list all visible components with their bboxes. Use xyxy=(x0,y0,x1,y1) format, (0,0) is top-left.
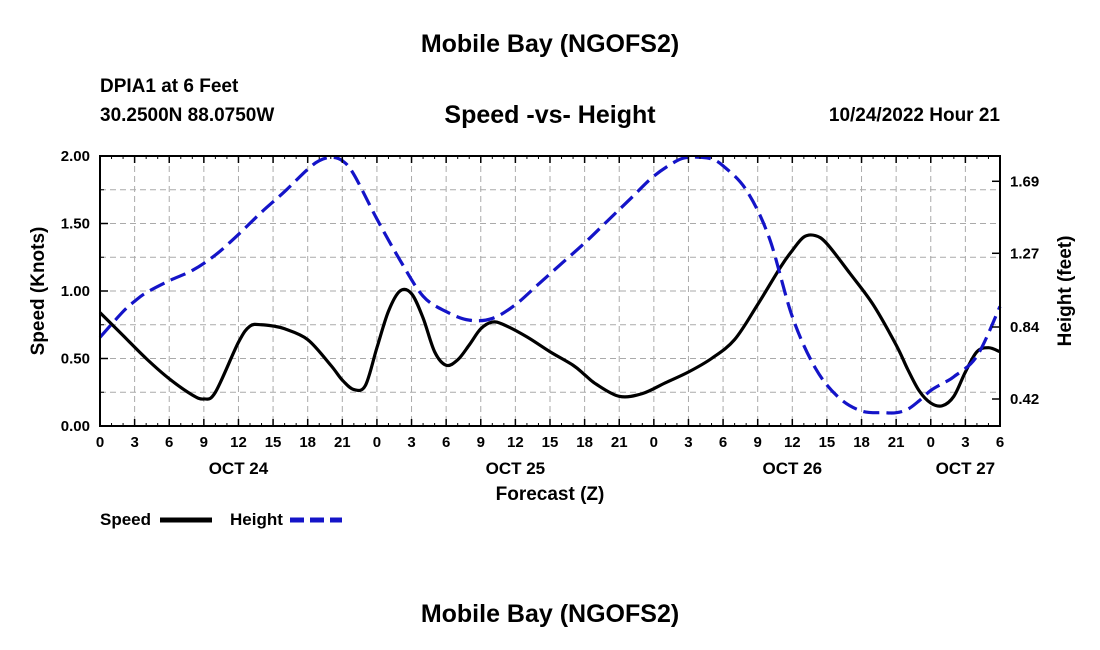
footer-title: Mobile Bay (NGOFS2) xyxy=(420,600,680,628)
legend: Speed Height xyxy=(100,510,342,529)
y-axis-left-label: Speed (Knots) xyxy=(28,227,49,356)
x-tick-label: 6 xyxy=(996,434,1004,451)
y-left-tick-label: 1.50 xyxy=(61,216,90,233)
x-tick-label: 6 xyxy=(719,434,727,451)
x-tick-label: 3 xyxy=(961,434,969,451)
axis-layer: 0 3 6 9 12 15 18 21 0 3 6 9 12 15 18 21 0 3 6 9 12 15 18 21 0 3 6O… xyxy=(61,148,1040,478)
x-tick-label: 12 xyxy=(507,434,524,451)
x-tick-label: 3 xyxy=(684,434,692,451)
y-right-tick-label: 1.27 xyxy=(1010,245,1039,262)
x-tick-label: 15 xyxy=(265,434,282,451)
x-axis-label: Forecast (Z) xyxy=(496,484,605,505)
x-tick-label: 9 xyxy=(477,434,485,451)
y-left-tick-label: 0.50 xyxy=(61,351,90,368)
chart-main-title: Mobile Bay (NGOFS2) xyxy=(420,30,680,58)
series-line-height xyxy=(98,155,1002,415)
y-right-tick-label: 0.42 xyxy=(1010,391,1039,408)
series-line-speed xyxy=(98,233,1001,408)
y-right-tick-label: 1.69 xyxy=(1010,173,1039,190)
grid-layer xyxy=(100,156,1000,426)
y-left-tick-label: 1.00 xyxy=(61,283,90,300)
day-label: OCT 24 xyxy=(209,459,269,478)
x-tick-label: 6 xyxy=(442,434,450,451)
x-tick-label: 18 xyxy=(299,434,316,451)
x-tick-label: 15 xyxy=(819,434,836,451)
day-label: OCT 26 xyxy=(763,459,823,478)
day-label: OCT 25 xyxy=(486,459,546,478)
x-tick-label: 3 xyxy=(407,434,415,451)
x-tick-label: 21 xyxy=(611,434,628,451)
x-tick-label: 15 xyxy=(542,434,559,451)
station-coordinates: 30.2500N 88.0750W xyxy=(100,105,275,126)
x-tick-label: 21 xyxy=(334,434,351,451)
x-tick-label: 0 xyxy=(96,434,104,451)
y-left-tick-label: 2.00 xyxy=(61,148,90,165)
x-tick-label: 12 xyxy=(230,434,247,451)
legend-height-label: Height xyxy=(230,510,283,529)
y-left-tick-label: 0.00 xyxy=(61,418,90,435)
y-right-tick-label: 0.84 xyxy=(1010,319,1040,336)
x-tick-label: 9 xyxy=(200,434,208,451)
series-layer xyxy=(98,155,1002,415)
x-tick-label: 6 xyxy=(165,434,173,451)
y-axis-right-label: Height (feet) xyxy=(1055,236,1076,347)
station-label: DPIA1 at 6 Feet xyxy=(100,76,239,97)
x-tick-label: 18 xyxy=(853,434,870,451)
x-tick-label: 9 xyxy=(754,434,762,451)
x-tick-label: 21 xyxy=(888,434,905,451)
legend-speed-label: Speed xyxy=(100,510,151,529)
forecast-datetime: 10/24/2022 Hour 21 xyxy=(828,105,1000,126)
x-tick-label: 0 xyxy=(373,434,381,451)
x-tick-label: 12 xyxy=(784,434,801,451)
x-tick-label: 0 xyxy=(650,434,658,451)
x-tick-label: 18 xyxy=(576,434,593,451)
chart-subtitle: Speed -vs- Height xyxy=(444,101,656,129)
x-tick-label: 3 xyxy=(130,434,138,451)
day-label: OCT 27 xyxy=(936,459,996,478)
x-tick-label: 0 xyxy=(927,434,935,451)
